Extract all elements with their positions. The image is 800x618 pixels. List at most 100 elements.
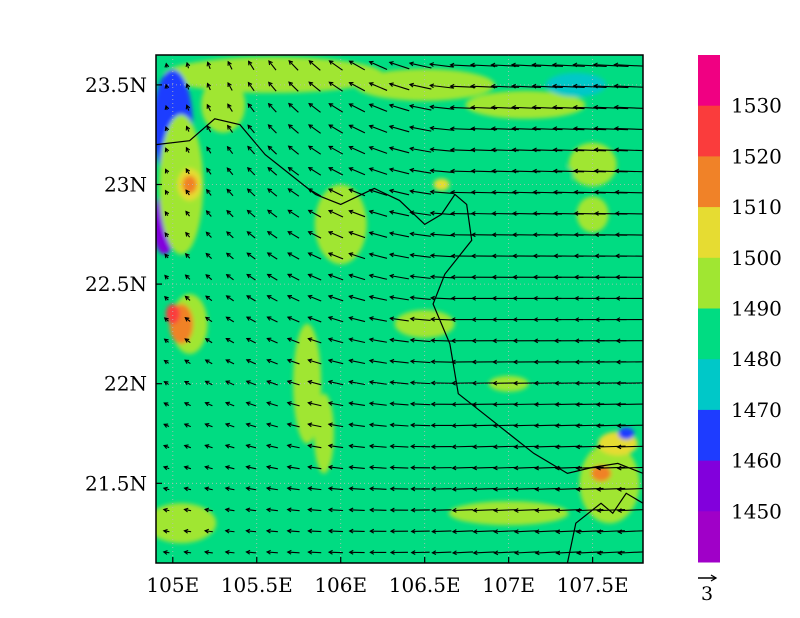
wind-vector-head bbox=[287, 188, 293, 193]
wind-vector bbox=[308, 252, 322, 260]
wind-vector bbox=[369, 253, 388, 259]
wind-vector-head bbox=[449, 105, 455, 110]
wind-vector-head bbox=[245, 337, 251, 343]
wind-vector bbox=[328, 359, 344, 365]
wind-vector-head bbox=[204, 401, 210, 407]
wind-vector-head bbox=[532, 274, 538, 280]
y-axis: 23.5N 23N 22.5N 22N 21.5N bbox=[85, 73, 162, 495]
wind-vector-head bbox=[429, 232, 435, 237]
wind-vector bbox=[287, 466, 300, 470]
wind-vector-head bbox=[389, 295, 395, 300]
contour-blob bbox=[576, 196, 609, 233]
wind-vector bbox=[205, 338, 213, 344]
wind-vector-head bbox=[574, 338, 580, 344]
wind-vector bbox=[267, 316, 278, 323]
wind-vector-head bbox=[389, 316, 395, 322]
wind-vector bbox=[205, 444, 213, 449]
wind-vector-head bbox=[472, 486, 478, 492]
wind-vector-head bbox=[225, 252, 231, 258]
wind-vector-head bbox=[450, 253, 456, 259]
contour-blob bbox=[201, 76, 246, 133]
colorbar-label: 1470 bbox=[731, 398, 782, 422]
wind-vector-head bbox=[308, 60, 314, 65]
wind-vector bbox=[576, 445, 604, 448]
wind-vector-head bbox=[163, 402, 169, 407]
wind-vector bbox=[205, 530, 213, 533]
wind-vector bbox=[389, 253, 410, 259]
wind-vector-head bbox=[286, 443, 292, 449]
wind-vector-head bbox=[552, 168, 558, 174]
wind-vector-head bbox=[616, 465, 622, 471]
wind-vector-head bbox=[204, 422, 210, 428]
wind-vector bbox=[288, 60, 299, 71]
wind-vector bbox=[328, 487, 344, 491]
wind-vector-head bbox=[594, 338, 600, 344]
wind-vector bbox=[288, 81, 299, 92]
wind-vector-head bbox=[348, 230, 354, 236]
wind-vector bbox=[370, 488, 387, 490]
wind-vector-head bbox=[368, 82, 374, 87]
wind-vector bbox=[308, 188, 322, 197]
wind-vector-head bbox=[470, 168, 476, 174]
wind-vector bbox=[615, 234, 643, 236]
wind-vector-head bbox=[409, 401, 415, 407]
wind-vector-head bbox=[348, 358, 354, 364]
wind-vector bbox=[266, 530, 278, 533]
wind-vector-head bbox=[409, 274, 415, 279]
wind-vector-head bbox=[552, 189, 558, 195]
wind-vector-head bbox=[491, 338, 497, 344]
wind-vector bbox=[556, 551, 582, 554]
wind-vector bbox=[574, 170, 606, 173]
wind-vector-head bbox=[307, 549, 313, 555]
wind-vector-head bbox=[430, 338, 436, 343]
wind-vector-head bbox=[287, 252, 293, 257]
wind-vector-head bbox=[246, 252, 252, 257]
wind-vector bbox=[389, 83, 410, 91]
wind-vector-head bbox=[451, 444, 457, 450]
wind-vector bbox=[287, 295, 300, 302]
wind-vector-head bbox=[575, 486, 581, 492]
wind-vector-head bbox=[328, 60, 334, 65]
wind-vector bbox=[205, 359, 213, 365]
wind-vector-head bbox=[533, 423, 539, 429]
wind-vector bbox=[308, 60, 321, 71]
wind-vector bbox=[287, 380, 300, 386]
wind-vector-head bbox=[533, 444, 539, 450]
wind-vector bbox=[553, 85, 585, 89]
wind-vector-head bbox=[513, 550, 519, 556]
wind-vector-head bbox=[554, 486, 560, 492]
wind-vector-head bbox=[162, 550, 168, 555]
wind-vector bbox=[452, 530, 474, 533]
wind-vector-head bbox=[574, 402, 580, 407]
wind-vector bbox=[227, 61, 233, 70]
wind-vector bbox=[410, 254, 431, 258]
wind-vector-head bbox=[594, 295, 600, 301]
wind-vector bbox=[431, 339, 453, 342]
wind-vector-head bbox=[552, 126, 558, 132]
wind-vector-head bbox=[227, 60, 232, 66]
wind-vector-head bbox=[492, 444, 498, 450]
wind-vector-head bbox=[286, 316, 292, 321]
wind-vector-head bbox=[246, 167, 252, 172]
wind-vector bbox=[308, 295, 322, 302]
wind-vector bbox=[246, 487, 257, 491]
wind-vector-head bbox=[224, 549, 230, 555]
wind-vector-head bbox=[204, 486, 210, 492]
wind-vector bbox=[410, 381, 431, 385]
wind-vector-head bbox=[224, 465, 230, 470]
wind-vector-head bbox=[368, 145, 374, 151]
wind-vector-head bbox=[551, 83, 557, 89]
colorbar-label: 1500 bbox=[731, 246, 782, 270]
wind-vector-head bbox=[245, 549, 251, 555]
wind-vector-head bbox=[388, 188, 394, 194]
wind-vector bbox=[247, 82, 255, 92]
wind-vector bbox=[573, 127, 607, 131]
wind-vector-head bbox=[307, 167, 313, 172]
wind-vector-head bbox=[614, 211, 620, 216]
wind-vector-head bbox=[388, 167, 394, 173]
wind-vector bbox=[206, 168, 212, 175]
wind-vector bbox=[308, 209, 322, 218]
wind-vector bbox=[430, 84, 454, 89]
wind-vector-head bbox=[451, 550, 457, 556]
wind-vector-head bbox=[615, 317, 621, 323]
